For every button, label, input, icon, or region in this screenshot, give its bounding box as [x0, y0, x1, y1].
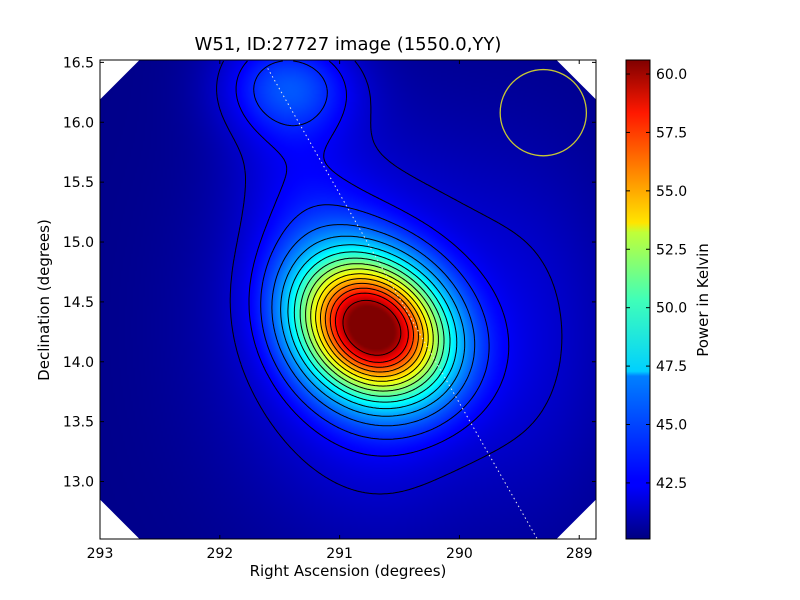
colorbar-tick-label: 57.5 [656, 125, 687, 141]
y-tick-label: 14.5 [63, 295, 94, 311]
plot-frame [99, 59, 597, 540]
contour-level-14 [334, 292, 409, 363]
colorbar-frame [625, 59, 651, 540]
contour-level-1 [235, 60, 510, 457]
y-axis: 13.0 13.5 14.0 14.5 15.0 15.5 16.0 16.5 [63, 55, 596, 491]
y-tick-label: 13.0 [63, 475, 94, 491]
chart-title: W51, ID:27727 image (1550.0,YY) [195, 34, 502, 55]
contour-level-11 [320, 278, 424, 378]
heatmap-plot-area [99, 59, 597, 540]
beam-circle [499, 68, 588, 157]
x-tick-label: 290 [446, 546, 473, 562]
contour-level-3 [271, 224, 476, 427]
contour-level-0 [216, 60, 563, 495]
colorbar: 42.5 45.0 47.5 50.0 52.5 55.0 57.5 60.0 Power i… [625, 59, 712, 540]
colorbar-tick-label: 42.5 [656, 476, 687, 492]
y-tick-label: 14.0 [63, 355, 94, 371]
colorbar-label: Power in Kelvin [694, 243, 712, 357]
x-tick-label: 291 [326, 546, 353, 562]
x-tick-label: 289 [566, 546, 593, 562]
colorbar-tick-label: 50.0 [656, 301, 687, 317]
x-axis-label: Right Ascension (degrees) [250, 562, 447, 580]
contour-level-10 [315, 273, 429, 382]
colorbar-gradient [626, 60, 650, 539]
y-axis-label: Declination (degrees) [35, 219, 53, 381]
y-tick-label: 13.5 [63, 415, 94, 431]
contour-level-6 [293, 251, 451, 403]
colorbar-tick-label: 47.5 [656, 359, 687, 375]
colorbar-ticks: 42.5 45.0 47.5 50.0 52.5 55.0 57.5 60.0 [626, 67, 687, 492]
contour-level-4 [280, 235, 466, 417]
contour-level-7 [299, 257, 445, 397]
y-tick-label: 16.0 [63, 115, 94, 131]
colorbar-tick-label: 52.5 [656, 242, 687, 258]
contour-level-12 [324, 282, 419, 373]
contour-level-9 [310, 268, 434, 387]
x-axis: 293 292 291 290 289 [87, 60, 593, 562]
contour-level-13 [329, 287, 414, 368]
colorbar-tick-label: 55.0 [656, 184, 687, 200]
x-tick-label: 293 [87, 546, 114, 562]
contour-lines [216, 60, 563, 495]
contour-level-15 [342, 299, 402, 356]
contour-level-5 [287, 244, 458, 410]
contour-level-2 [253, 60, 490, 440]
heatmap-image [100, 60, 596, 539]
colorbar-tick-label: 45.0 [656, 418, 687, 434]
y-tick-label: 15.0 [63, 235, 94, 251]
x-tick-label: 292 [206, 546, 233, 562]
y-tick-label: 16.5 [63, 55, 94, 71]
y-tick-label: 15.5 [63, 175, 94, 191]
colorbar-tick-label: 60.0 [656, 67, 687, 83]
scan-line [267, 68, 538, 539]
